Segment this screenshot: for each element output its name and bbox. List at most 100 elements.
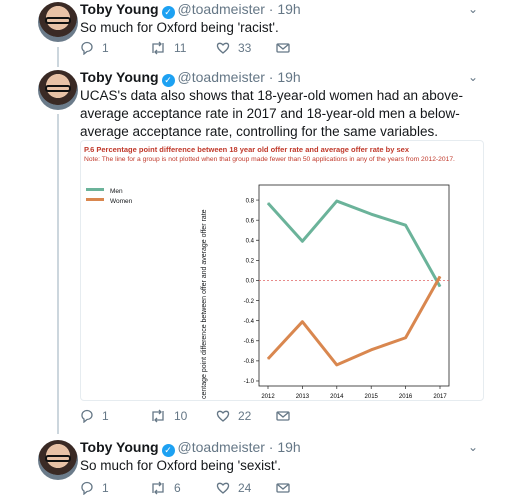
retweet-button[interactable]: 10 — [150, 409, 187, 423]
y-tick-label: 0.6 — [246, 218, 255, 224]
data-point-men — [301, 240, 303, 242]
envelope-icon — [276, 43, 290, 53]
author-handle[interactable]: @toadmeister — [177, 1, 265, 17]
reply-count: 1 — [102, 481, 109, 495]
author-handle[interactable]: @toadmeister — [177, 439, 265, 455]
y-tick-label: 0.4 — [246, 238, 255, 244]
verified-badge-icon: ✓ — [161, 74, 175, 87]
tweet[interactable]: Toby Young ✓ @toadmeister · 19h ⌄ So much … — [0, 438, 515, 496]
heart-icon — [216, 482, 230, 494]
legend-label-women: Women — [110, 198, 133, 205]
data-point-women — [301, 321, 303, 323]
retweet-icon — [152, 41, 164, 55]
heart-icon — [216, 410, 230, 422]
tweet[interactable]: Toby Young ✓ @toadmeister · 19h ⌄ UCAS's d… — [0, 68, 515, 428]
x-tick-label: 2016 — [399, 394, 413, 400]
x-tick-label: 2015 — [365, 394, 379, 400]
retweet-icon — [152, 409, 164, 423]
y-tick-label: 0.0 — [246, 279, 255, 285]
author-name[interactable]: Toby Young — [80, 1, 159, 17]
verified-badge-icon: ✓ — [161, 6, 175, 19]
reply-button[interactable]: 1 — [80, 481, 109, 496]
tweet-text: UCAS's data also shows that 18-year-old … — [80, 88, 464, 139]
retweet-count: 10 — [174, 409, 188, 423]
series-line-men — [266, 199, 442, 288]
chart-title: P.6 Percentage point difference between … — [84, 145, 409, 154]
data-point-men — [370, 213, 372, 215]
author-handle[interactable]: @toadmeister — [177, 69, 265, 85]
retweet-button[interactable]: 11 — [150, 41, 186, 55]
data-point-women — [405, 337, 407, 339]
chevron-down-icon[interactable]: ⌄ — [468, 70, 479, 84]
envelope-icon — [276, 411, 290, 421]
tweet-header: Toby Young ✓ @toadmeister · 19h — [80, 1, 301, 19]
like-count: 24 — [238, 481, 252, 495]
legend-item-men: Men — [86, 187, 132, 197]
reply-button[interactable]: 1 — [80, 41, 109, 56]
legend-swatch-men — [86, 188, 104, 191]
tweet-time[interactable]: · 19h — [268, 1, 301, 17]
y-tick-label: -0.6 — [244, 339, 255, 345]
like-button[interactable]: 22 — [216, 409, 251, 423]
x-tick-label: 2014 — [330, 394, 344, 400]
reply-button[interactable]: 1 — [80, 409, 109, 424]
avatar[interactable] — [38, 440, 78, 480]
like-button[interactable]: 33 — [216, 41, 251, 55]
tweet-text: So much for Oxford being 'racist'. — [80, 20, 279, 35]
tweet-time[interactable]: · 19h — [268, 69, 301, 85]
chart-card[interactable]: P.6 Percentage point difference between … — [80, 140, 484, 401]
reply-count: 1 — [102, 409, 109, 423]
data-point-women — [439, 275, 441, 277]
data-point-men — [439, 286, 441, 288]
y-tick-label: -0.4 — [244, 319, 255, 325]
chart-note: Note: The line for a group is not plotte… — [84, 156, 455, 163]
verified-badge-icon: ✓ — [161, 444, 175, 457]
tweet-time[interactable]: · 19h — [268, 439, 301, 455]
dm-button[interactable] — [276, 481, 298, 495]
x-tick-label: 2017 — [433, 394, 447, 400]
thread-line — [57, 114, 59, 434]
avatar[interactable] — [38, 70, 78, 110]
data-point-women — [336, 364, 338, 366]
series-line-women — [266, 275, 442, 367]
data-point-women — [267, 358, 269, 360]
author-name[interactable]: Toby Young — [80, 69, 159, 85]
y-tick-label: -0.8 — [244, 359, 255, 365]
y-tick-label: -0.2 — [244, 299, 255, 305]
avatar[interactable] — [38, 2, 78, 42]
like-count: 33 — [238, 41, 252, 55]
y-tick-label: 0.2 — [246, 259, 255, 265]
retweet-button[interactable]: 6 — [150, 481, 181, 495]
data-point-men — [336, 200, 338, 202]
tweet-header: Toby Young ✓ @toadmeister · 19h — [80, 69, 301, 87]
reply-icon — [81, 481, 93, 496]
legend-item-women: Women — [86, 197, 132, 207]
data-point-women — [370, 349, 372, 351]
data-point-men — [405, 224, 407, 226]
y-tick-label: -1.0 — [244, 379, 255, 385]
x-tick-label: 2013 — [296, 394, 310, 400]
like-button[interactable]: 24 — [216, 481, 251, 495]
heart-icon — [216, 42, 230, 54]
author-name[interactable]: Toby Young — [80, 439, 159, 455]
dm-button[interactable] — [276, 409, 298, 423]
legend-label-men: Men — [110, 188, 123, 195]
thread-line — [57, 47, 59, 67]
reply-count: 1 — [102, 41, 109, 55]
reply-icon — [81, 409, 93, 424]
dm-button[interactable] — [276, 41, 298, 55]
tweet-header: Toby Young ✓ @toadmeister · 19h — [80, 439, 301, 457]
chevron-down-icon[interactable]: ⌄ — [468, 440, 479, 454]
like-count: 22 — [238, 409, 252, 423]
data-point-men — [267, 202, 269, 204]
chevron-down-icon[interactable]: ⌄ — [468, 2, 479, 16]
x-tick-label: 2012 — [261, 394, 275, 400]
retweet-count: 6 — [174, 481, 181, 495]
envelope-icon — [276, 483, 290, 493]
tweet[interactable]: Toby Young ✓ @toadmeister · 19h ⌄ So much … — [0, 0, 515, 60]
line-chart: 0.8 0.6 0.4 0.2 0.0 -0.2 -0.4 -0.6 -0.8 -1.0 2012 2… — [244, 184, 450, 400]
tweet-text: So much for Oxford being 'sexist'. — [80, 458, 281, 473]
legend-swatch-women — [86, 198, 104, 201]
reply-icon — [81, 41, 93, 56]
retweet-count: 11 — [174, 41, 187, 55]
